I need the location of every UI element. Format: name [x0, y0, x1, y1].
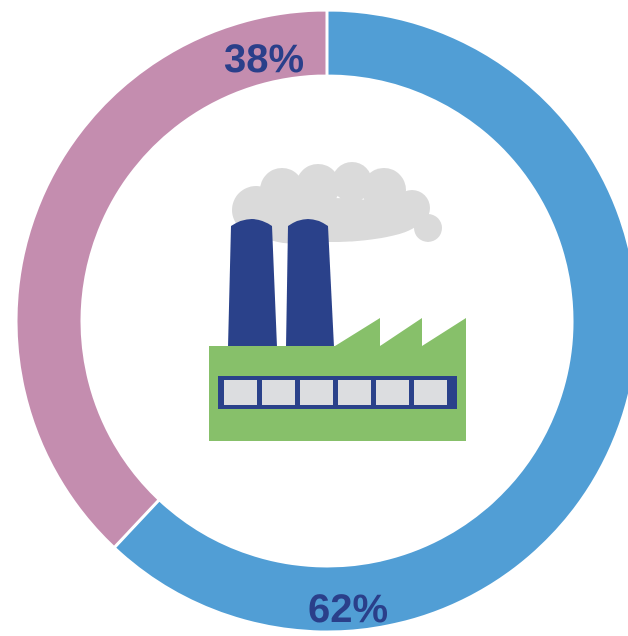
- window-pane: [338, 380, 371, 405]
- data-label-62: 62%: [308, 587, 388, 631]
- window-pane: [414, 380, 447, 405]
- smoke-cloud: [232, 162, 442, 244]
- window-pane: [224, 380, 257, 405]
- window-pane: [300, 380, 333, 405]
- window-pane: [376, 380, 409, 405]
- window-pane: [262, 380, 295, 405]
- windows: [224, 380, 447, 405]
- donut-slice-38: [14, 8, 329, 550]
- chimney-right: [286, 219, 334, 347]
- data-label-38: 38%: [224, 37, 304, 81]
- donut-slice-62: [111, 8, 628, 634]
- factory-icon: [209, 162, 466, 441]
- chimney-left: [228, 219, 277, 347]
